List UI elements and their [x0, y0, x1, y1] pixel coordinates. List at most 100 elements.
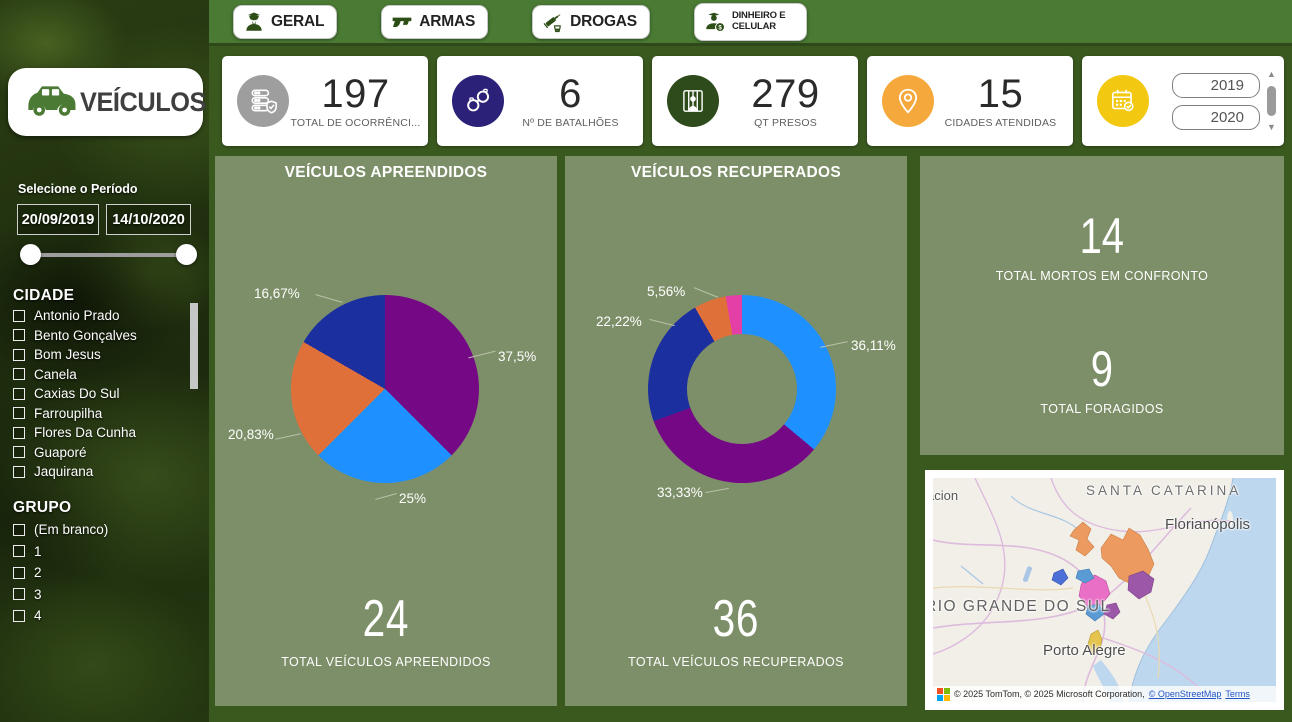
donut-chart-veiculos-recuperados[interactable] — [648, 295, 836, 483]
grupo-filter-title: GRUPO — [13, 499, 72, 516]
cidade-scrollbar[interactable] — [190, 303, 198, 468]
tab-armas[interactable]: ARMAS — [381, 4, 489, 39]
kpi-batalhoes: 6 Nº DE BATALHÕES — [437, 56, 643, 146]
kpi-label: QT PRESOS — [754, 117, 817, 129]
confronto-stats-panel: 14 TOTAL MORTOS EM CONFRONTO 9 TOTAL FOR… — [920, 156, 1284, 455]
terms-link[interactable]: Terms — [1225, 689, 1250, 699]
scroll-up-icon[interactable]: ▲ — [1267, 69, 1276, 79]
checkbox[interactable] — [13, 523, 25, 536]
kpi-total-ocorrencias: 197 TOTAL DE OCORRÊNCI... — [222, 56, 428, 146]
cidade-option[interactable]: Jaquirana — [13, 464, 137, 479]
pie-chart-veiculos-apreendidos[interactable] — [291, 295, 479, 483]
chart-title: VEÍCULOS RECUPERADOS — [630, 164, 842, 181]
total-label: TOTAL VEÍCULOS RECUPERADOS — [628, 655, 844, 669]
period-slider-track[interactable] — [30, 253, 187, 257]
checkbox[interactable] — [13, 368, 25, 380]
period-label: Selecione o Período — [18, 182, 138, 196]
grupo-option[interactable]: 2 — [13, 565, 108, 580]
police-officer-icon — [246, 12, 262, 31]
location-pin-icon — [882, 75, 934, 127]
map-panel: acion SANTA CATARINA Florianópolis RIO G… — [925, 470, 1284, 710]
handcuffs-icon — [452, 75, 504, 127]
checkbox[interactable] — [13, 348, 25, 361]
year-scrollbar-thumb[interactable] — [1267, 86, 1276, 116]
map-label-rio-grande-do-sul: RIO GRANDE DO SUL — [933, 598, 1111, 615]
cidade-option[interactable]: Flores Da Cunha — [13, 425, 137, 440]
map-canvas[interactable]: acion SANTA CATARINA Florianópolis RIO G… — [933, 478, 1276, 702]
map-graphic — [933, 478, 1276, 702]
tab-drogas[interactable]: DROGAS — [532, 4, 650, 39]
grupo-option[interactable]: 1 — [13, 544, 108, 559]
stat-value: 14 — [1079, 208, 1125, 264]
checkbox[interactable] — [13, 609, 25, 622]
prisoner-icon — [667, 75, 719, 127]
checkbox[interactable] — [13, 588, 25, 600]
checkbox[interactable] — [13, 309, 25, 322]
kpi-value: 197 — [321, 72, 390, 116]
checkbox[interactable] — [13, 545, 25, 557]
veiculos-apreendidos-panel: VEÍCULOS APREENDIDOS 37,5% 25% 20,83% 16… — [215, 156, 557, 706]
label-leader-line — [705, 487, 729, 494]
tab-geral[interactable]: GERAL — [233, 4, 338, 39]
checkbox[interactable] — [13, 426, 25, 439]
veiculos-logo-card: VEÍCULOS — [8, 68, 206, 136]
total-value: 36 — [712, 590, 760, 648]
syringe-icon — [543, 13, 561, 32]
checkbox[interactable] — [13, 387, 25, 400]
grupo-option[interactable]: 4 — [13, 608, 108, 623]
kpi-value: 279 — [751, 72, 820, 116]
period-start-input[interactable]: 20/09/2019 — [17, 204, 99, 235]
calendar-icon — [1097, 75, 1149, 127]
checkbox[interactable] — [13, 446, 25, 458]
cidade-option[interactable]: Bento Gonçalves — [13, 328, 137, 343]
period-end-input[interactable]: 14/10/2020 — [106, 204, 191, 235]
pie-label: 20,83% — [228, 427, 274, 442]
cidade-option[interactable]: Caxias Do Sul — [13, 386, 137, 401]
year-scrollbar[interactable]: ▲ ▼ — [1265, 70, 1278, 132]
money-person-icon: $ — [706, 12, 724, 31]
pie-label: 16,67% — [254, 286, 300, 301]
year-option-2019[interactable]: 2019 — [1172, 72, 1260, 98]
grupo-option[interactable]: (Em branco) — [13, 522, 108, 537]
attribution-text: © 2025 TomTom, © 2025 Microsoft Corporat… — [954, 689, 1145, 699]
sidebar: VEÍCULOS Selecione o Período 20/09/2019 … — [0, 0, 209, 722]
cidade-scrollbar-thumb[interactable] — [190, 303, 198, 389]
period-slider-handle-start[interactable] — [20, 244, 41, 265]
grupo-option[interactable]: 3 — [13, 587, 108, 602]
label-leader-line — [693, 287, 719, 298]
openstreetmap-link[interactable]: © OpenStreetMap — [1148, 689, 1222, 699]
label-leader-line — [315, 294, 343, 303]
checkbox[interactable] — [13, 329, 25, 341]
pie-label: 33,33% — [657, 485, 703, 500]
scroll-down-icon[interactable]: ▼ — [1267, 122, 1276, 132]
pie-label: 36,11% — [851, 338, 896, 353]
year-filter-card: 2019 2020 ▲ ▼ — [1082, 56, 1284, 146]
period-slider-handle-end[interactable] — [176, 244, 197, 265]
checkbox[interactable] — [13, 407, 25, 419]
kpi-label: CIDADES ATENDIDAS — [944, 117, 1057, 129]
cidade-filter-list: Antonio Prado Bento Gonçalves Bom Jesus … — [13, 308, 137, 479]
kpi-label: TOTAL DE OCORRÊNCI... — [290, 117, 421, 129]
page-title: VEÍCULOS — [80, 86, 206, 117]
stat-label: TOTAL MORTOS EM CONFRONTO — [995, 269, 1209, 283]
svg-text:$: $ — [718, 24, 722, 31]
tab-dinheiro-celular[interactable]: $ DINHEIRO E CELULAR — [693, 2, 807, 41]
cidade-option[interactable]: Bom Jesus — [13, 347, 137, 362]
label-leader-line — [275, 433, 301, 440]
cidade-option[interactable]: Farroupilha — [13, 406, 137, 421]
stat-label: TOTAL FORAGIDOS — [1040, 402, 1164, 416]
stat-foragidos: 9 TOTAL FORAGIDOS — [920, 344, 1284, 416]
car-icon — [22, 78, 80, 127]
cidade-option[interactable]: Guaporé — [13, 445, 137, 460]
cidade-option[interactable]: Canela — [13, 367, 137, 382]
year-option-2020[interactable]: 2020 — [1172, 104, 1260, 130]
checkbox[interactable] — [13, 465, 25, 478]
checkbox[interactable] — [13, 566, 25, 579]
cidade-option[interactable]: Antonio Prado — [13, 308, 137, 323]
pie-label: 37,5% — [498, 349, 537, 364]
total-apreendidos: 24 TOTAL VEÍCULOS APREENDIDOS — [215, 593, 557, 669]
donut-hole — [687, 334, 797, 444]
map-label-florianopolis: Florianópolis — [1165, 516, 1251, 533]
total-value: 24 — [362, 590, 410, 648]
label-leader-line — [649, 318, 675, 327]
